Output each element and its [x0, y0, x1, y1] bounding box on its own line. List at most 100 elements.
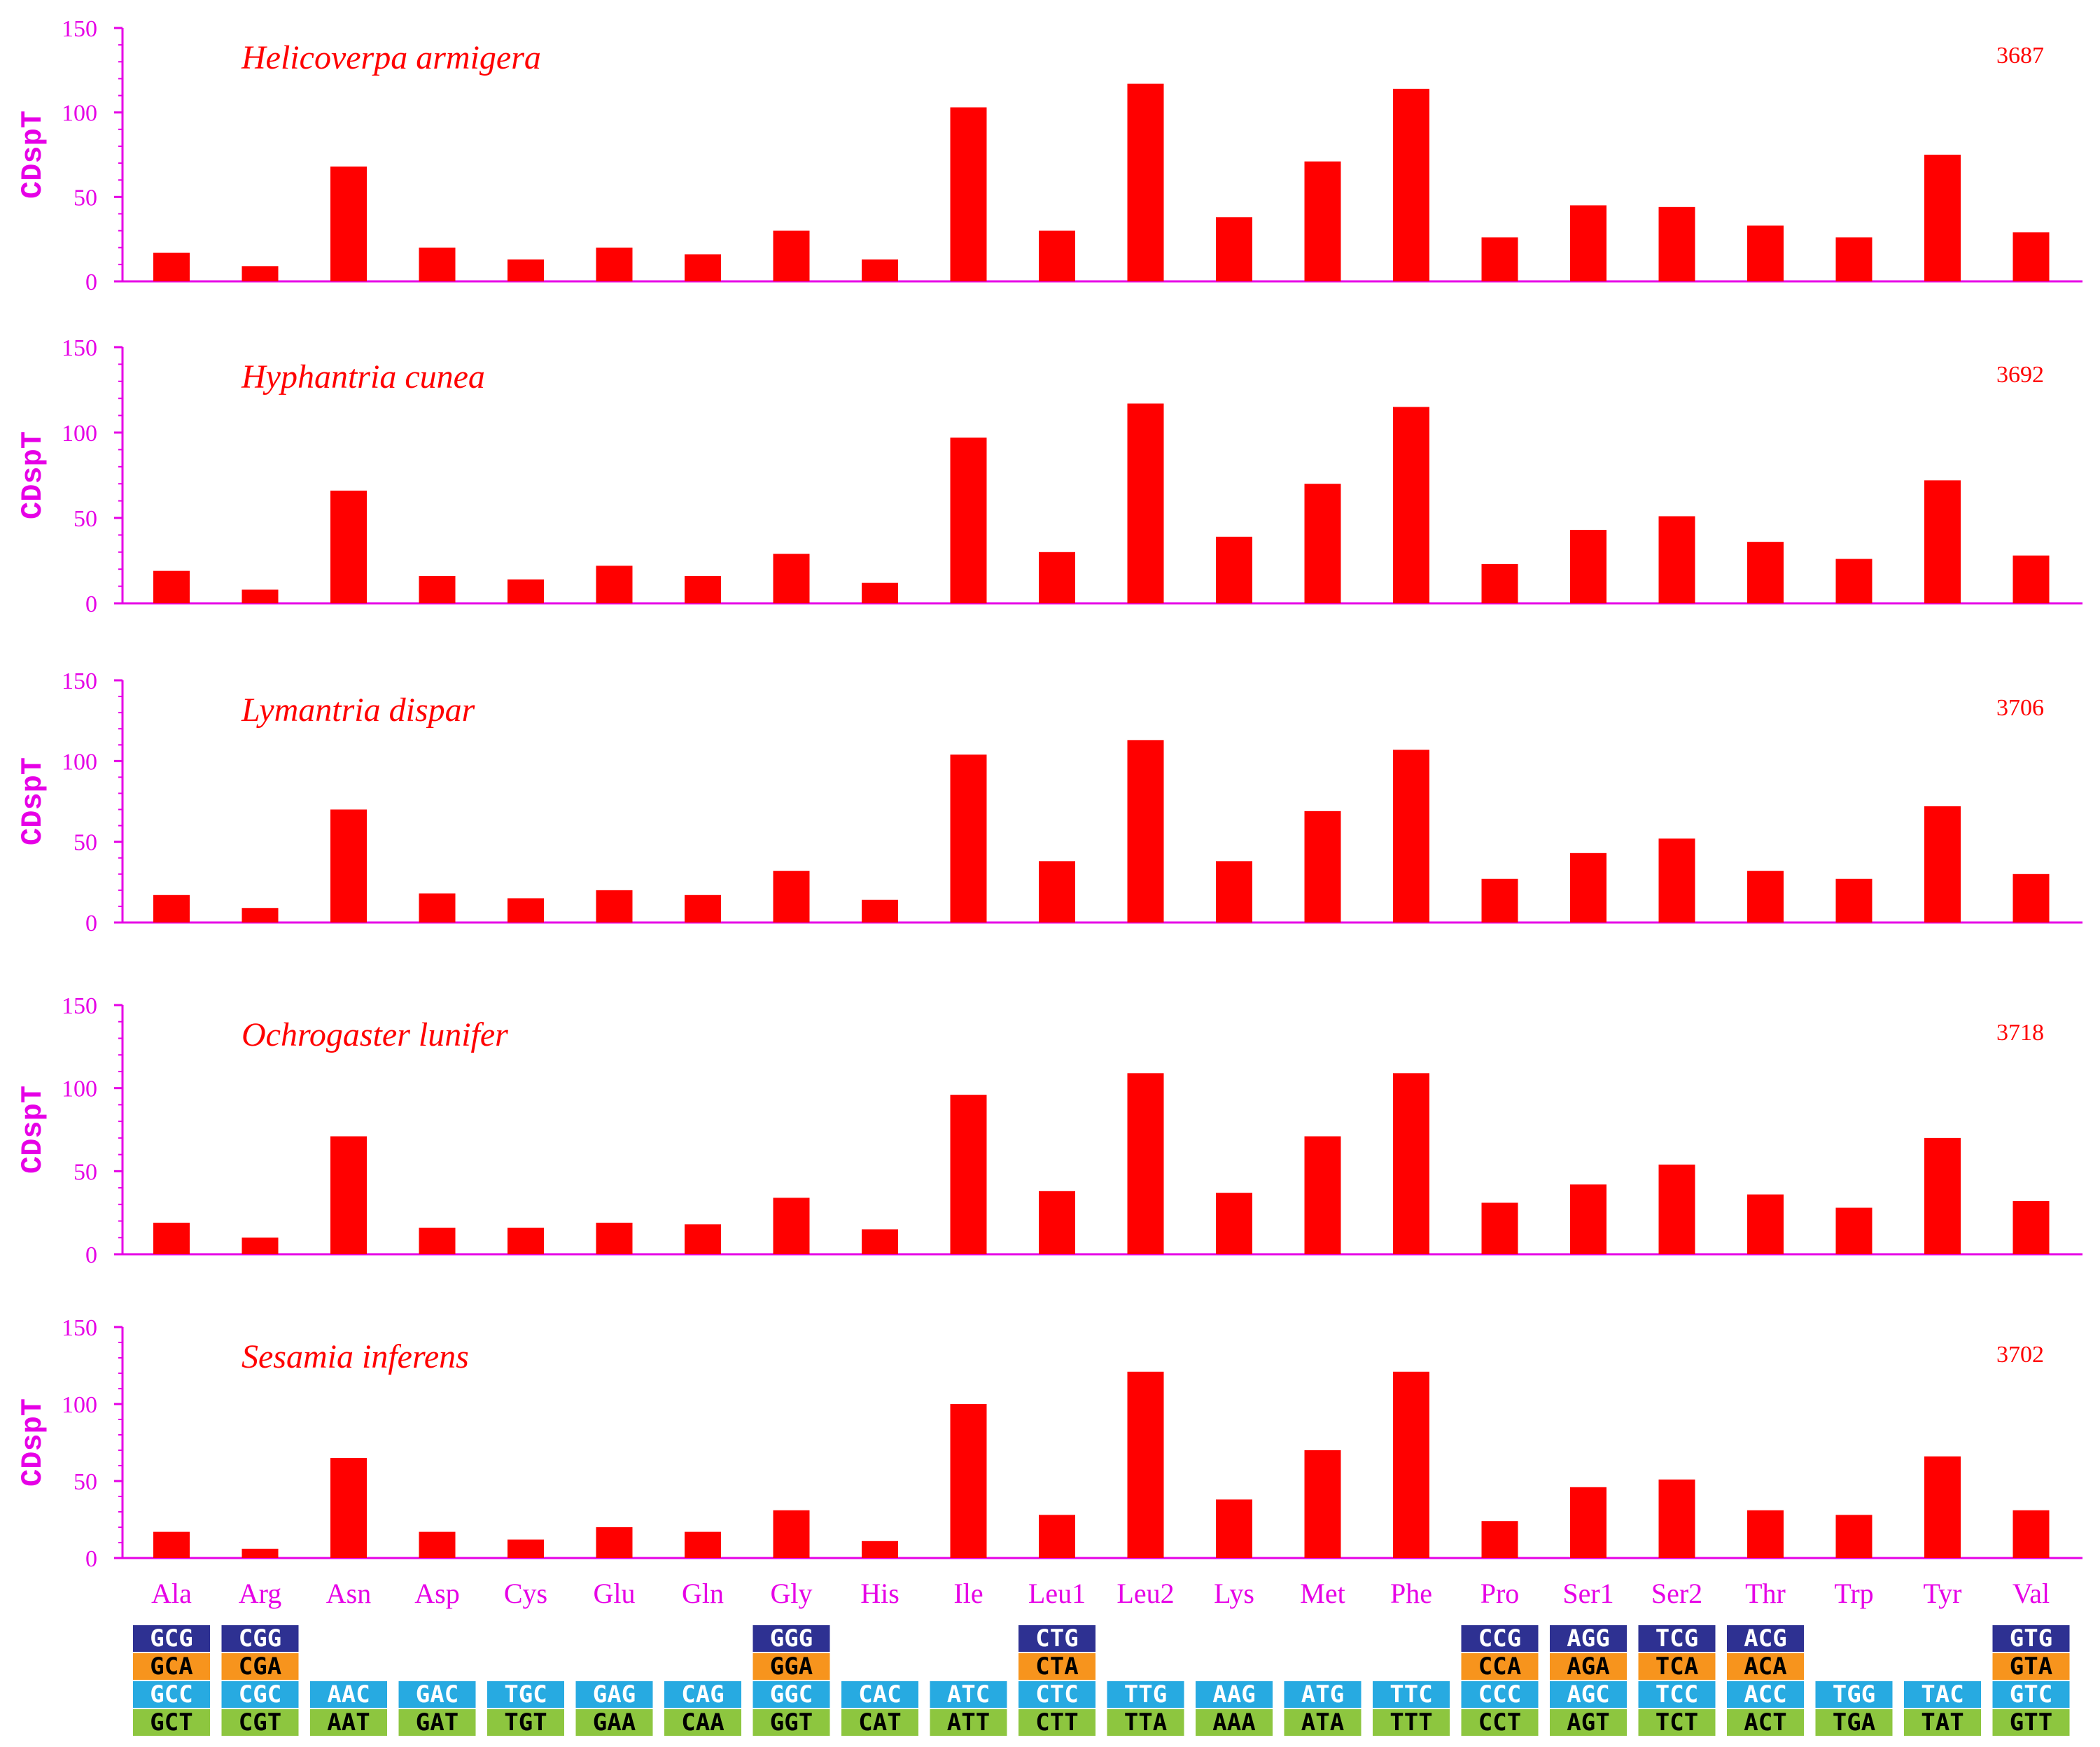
codon-label: GCC: [150, 1681, 192, 1709]
codon-box: [1018, 1709, 1096, 1736]
bar: [1924, 155, 1961, 281]
bar: [241, 908, 279, 922]
codon-label: CTG: [1035, 1625, 1078, 1653]
bar: [1127, 83, 1164, 281]
bar: [1570, 853, 1606, 922]
bar: [950, 755, 987, 922]
codon-label: AAG: [1212, 1681, 1255, 1709]
panel-codon-count: 3687: [1996, 43, 2044, 69]
y-axis-label: CDspT: [16, 111, 50, 199]
bar: [1393, 1073, 1429, 1254]
x-tick-label: Pro: [1480, 1578, 1520, 1609]
codon-box: [398, 1681, 476, 1708]
codon-box: [1018, 1625, 1096, 1652]
chart-panel: 0 50 100 150 CDspT Helicoverpa armigera 3687: [16, 16, 2082, 295]
bar: [1304, 1450, 1341, 1558]
panel-codon-count: 3718: [1996, 1020, 2044, 1046]
codon-box: [1992, 1709, 2070, 1736]
x-tick-label: Ser1: [1562, 1578, 1614, 1609]
codon-box: [575, 1709, 653, 1736]
x-tick-label: Ala: [151, 1578, 192, 1609]
x-tick-label: Arg: [239, 1578, 281, 1609]
codon-box: [398, 1709, 476, 1736]
bar: [1658, 516, 1695, 603]
bar: [1304, 484, 1341, 603]
bar: [596, 566, 633, 603]
codon-label: CAG: [681, 1681, 724, 1709]
bar: [1127, 1073, 1164, 1254]
codon-box: [1904, 1709, 1981, 1736]
y-axis-label: CDspT: [16, 1086, 50, 1174]
codon-label: TTA: [1124, 1709, 1167, 1737]
codon-box: [1461, 1709, 1539, 1736]
codon-label: GGG: [770, 1625, 813, 1653]
bar: [2012, 874, 2050, 922]
codon-box: [221, 1653, 299, 1680]
bar: [1570, 530, 1606, 603]
bar: [507, 579, 544, 603]
codon-box: [1638, 1653, 1716, 1680]
bar: [1924, 480, 1961, 603]
codon-box: [1461, 1681, 1539, 1708]
bar: [773, 1510, 810, 1558]
bar: [330, 166, 367, 281]
bar: [685, 1531, 721, 1558]
panel-species-title: Helicoverpa armigera: [241, 39, 541, 76]
codon-box: [1550, 1653, 1627, 1680]
bar: [1835, 559, 1872, 603]
y-tick-label: 0: [85, 1546, 97, 1572]
bar: [1924, 1137, 1961, 1254]
codon-box: [1284, 1681, 1362, 1708]
y-tick-label: 100: [62, 421, 97, 447]
chart-panel: 0 50 100 150 CDspT Sesamia inferens 3702: [16, 1315, 2082, 1572]
codon-box: [1550, 1681, 1627, 1708]
codon-label: CTA: [1035, 1653, 1078, 1681]
panel-codon-count: 3706: [1996, 695, 2044, 721]
bar: [1835, 1207, 1872, 1254]
x-tick-label: His: [860, 1578, 899, 1609]
bar: [950, 1404, 987, 1558]
x-tick-label: Val: [2012, 1578, 2050, 1609]
x-tick-label: Ile: [953, 1578, 983, 1609]
codon-box: [1461, 1625, 1539, 1652]
y-tick-label: 0: [85, 911, 97, 936]
bar: [1570, 1487, 1606, 1558]
y-tick-label: 150: [62, 993, 97, 1019]
x-tick-label: Phe: [1390, 1578, 1432, 1609]
y-tick-label: 150: [62, 335, 97, 361]
bar: [862, 582, 898, 603]
codon-box: [930, 1709, 1007, 1736]
codon-box: [133, 1653, 210, 1680]
bar: [1835, 237, 1872, 281]
bar: [419, 1531, 456, 1558]
codon-box: [133, 1625, 210, 1652]
bar: [1039, 861, 1075, 922]
x-tick-label: Leu1: [1028, 1578, 1086, 1609]
codon-label: GAT: [416, 1709, 458, 1737]
codon-label: GGC: [770, 1681, 813, 1709]
bar: [1304, 811, 1341, 922]
bar: [507, 1228, 544, 1254]
codon-label: ATC: [947, 1681, 990, 1709]
bar: [1747, 1194, 1784, 1254]
bar: [507, 898, 544, 922]
bar: [1216, 1499, 1252, 1558]
bar: [1039, 230, 1075, 281]
bar: [1658, 206, 1695, 281]
codon-legend: GCGGCAGCCGCTCGGCGACGCCGTAACAATGACGATTGCT…: [133, 1625, 2070, 1737]
bar: [1835, 1515, 1872, 1558]
bar: [153, 1222, 190, 1254]
bar: [419, 575, 456, 603]
bar: [1481, 237, 1518, 281]
bar: [1127, 1371, 1164, 1558]
codon-label: CAA: [681, 1709, 724, 1737]
bar: [1393, 750, 1429, 922]
bar: [1039, 1515, 1075, 1558]
x-tick-label: Glu: [594, 1578, 636, 1609]
codon-label: TTG: [1124, 1681, 1167, 1709]
y-tick-label: 150: [62, 1315, 97, 1341]
bar: [1924, 806, 1961, 922]
codon-label: GAC: [416, 1681, 458, 1709]
bar: [1127, 740, 1164, 922]
codon-label: AGT: [1567, 1709, 1609, 1737]
